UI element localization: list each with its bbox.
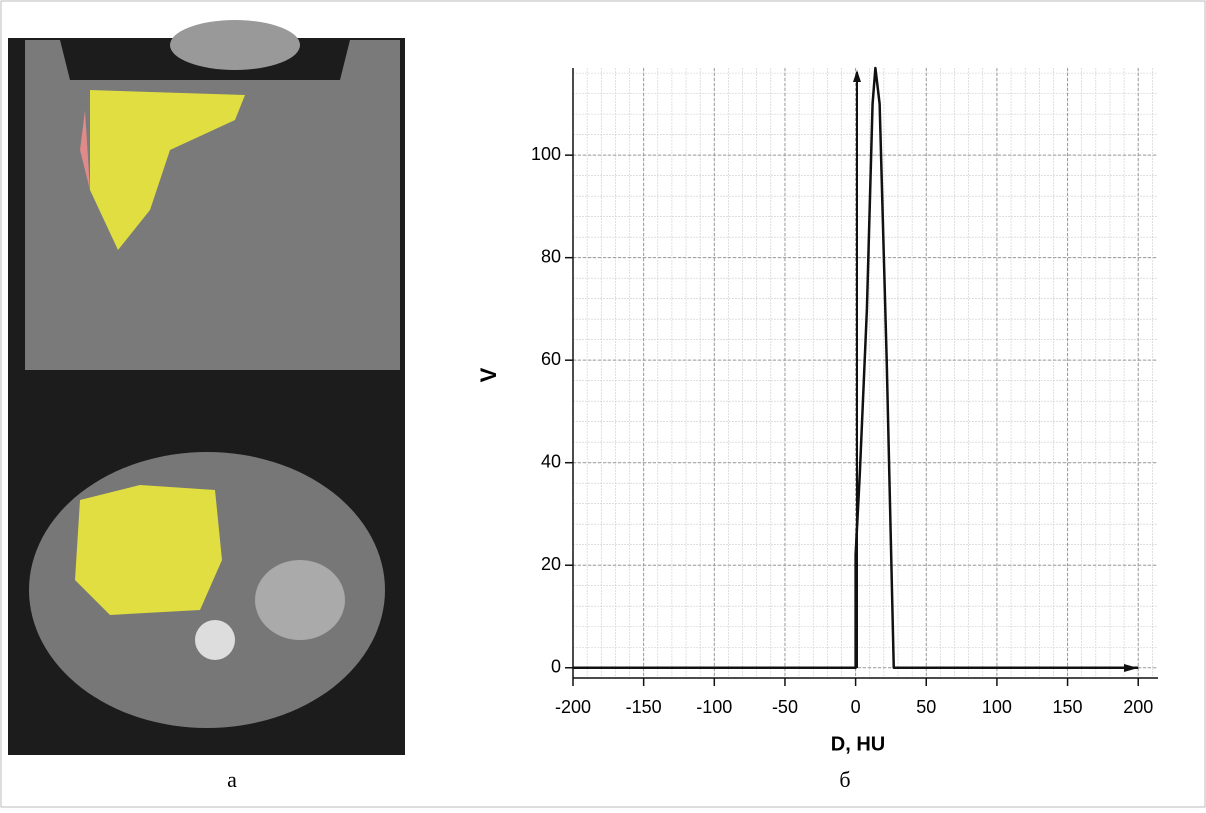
- y-axis-label: V: [476, 367, 501, 382]
- figure: -200-150-100-50050100150200020406080100 …: [0, 0, 1206, 808]
- x-tick-label: -150: [626, 697, 662, 717]
- x-tick-label: 200: [1123, 697, 1153, 717]
- ct-spine: [195, 620, 235, 660]
- x-tick-label: 50: [916, 697, 936, 717]
- y-tick-label: 40: [541, 451, 561, 471]
- x-tick-label: 150: [1053, 697, 1083, 717]
- ct-heart: [170, 20, 300, 70]
- caption: а: [227, 767, 237, 792]
- y-tick-label: 20: [541, 554, 561, 574]
- x-tick-label: -50: [772, 697, 798, 717]
- x-tick-label: -200: [555, 697, 591, 717]
- x-tick-label: 100: [982, 697, 1012, 717]
- y-tick-label: 100: [531, 144, 561, 164]
- y-tick-label: 60: [541, 349, 561, 369]
- y-tick-label: 80: [541, 246, 561, 266]
- x-axis-label: D, HU: [831, 733, 885, 755]
- x-tick-label: 0: [851, 697, 861, 717]
- caption: б: [839, 767, 850, 792]
- x-tick-label: -100: [696, 697, 732, 717]
- ct-panel: [8, 20, 405, 755]
- y-tick-label: 0: [551, 656, 561, 676]
- ct-liver-axial: [75, 485, 222, 615]
- ct-spleen: [255, 560, 345, 640]
- ct-coronal: [25, 40, 400, 370]
